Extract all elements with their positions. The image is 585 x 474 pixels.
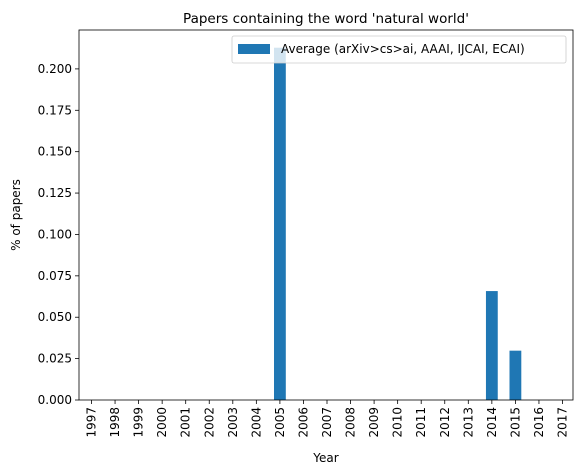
bar-2014	[485, 291, 498, 400]
y-axis-label: % of papers	[9, 179, 23, 251]
x-tick-label-2014: 2014	[485, 407, 499, 438]
x-tick-label-2008: 2008	[344, 407, 358, 438]
legend: Average (arXiv>cs>ai, AAAI, IJCAI, ECAI)	[231, 35, 567, 64]
y-tick-label: 0.150	[38, 145, 72, 159]
y-tick-label: 0.175	[38, 103, 72, 117]
bars-group	[274, 47, 522, 401]
bar-2005	[274, 47, 286, 401]
x-tick-label-2005: 2005	[273, 407, 287, 438]
legend-swatch	[238, 44, 270, 54]
x-tick-label-2010: 2010	[391, 407, 405, 438]
x-tick-label-2003: 2003	[226, 407, 240, 438]
x-ticks: 1997 1998 1999 2000 2001 2002 2003 2004 2005 2006…	[85, 400, 570, 438]
x-tick-label-2015: 2015	[508, 407, 522, 438]
y-tick-label: 0.125	[38, 186, 72, 200]
x-tick-label-2013: 2013	[461, 407, 475, 438]
y-tick-label: 0.100	[38, 227, 72, 241]
legend-label: Average (arXiv>cs>ai, AAAI, IJCAI, ECAI)	[281, 42, 525, 56]
y-tick-label: 0.000	[38, 393, 72, 407]
plot-frame	[78, 29, 574, 401]
x-tick-label-1999: 1999	[132, 407, 146, 438]
x-tick-label-2001: 2001	[179, 407, 193, 438]
x-tick-label-2017: 2017	[556, 407, 570, 438]
x-tick-label-2007: 2007	[320, 407, 334, 438]
x-tick-label-2011: 2011	[414, 407, 428, 438]
chart-title: Papers containing the word 'natural worl…	[183, 11, 469, 27]
x-axis-label: Year	[312, 451, 338, 465]
x-tick-label-2002: 2002	[202, 407, 216, 438]
x-tick-label-2004: 2004	[249, 407, 263, 438]
legend-box	[231, 35, 567, 64]
y-tick-label: 0.025	[38, 352, 72, 366]
x-tick-label-1998: 1998	[108, 407, 122, 438]
x-tick-label-2016: 2016	[532, 407, 546, 438]
x-tick-label-2006: 2006	[296, 407, 310, 438]
y-tick-label: 0.050	[38, 310, 72, 324]
bar-2015	[509, 350, 522, 400]
x-tick-label-2009: 2009	[367, 407, 381, 438]
y-tick-label: 0.200	[38, 62, 72, 76]
x-tick-label-1997: 1997	[85, 407, 99, 438]
x-tick-label-2000: 2000	[155, 407, 169, 438]
y-tick-label: 0.075	[38, 269, 72, 283]
x-tick-label-2012: 2012	[438, 407, 452, 438]
y-ticks: 0.000 0.025 0.050 0.075 0.100 0.125 0.150 0.175…	[38, 62, 79, 407]
